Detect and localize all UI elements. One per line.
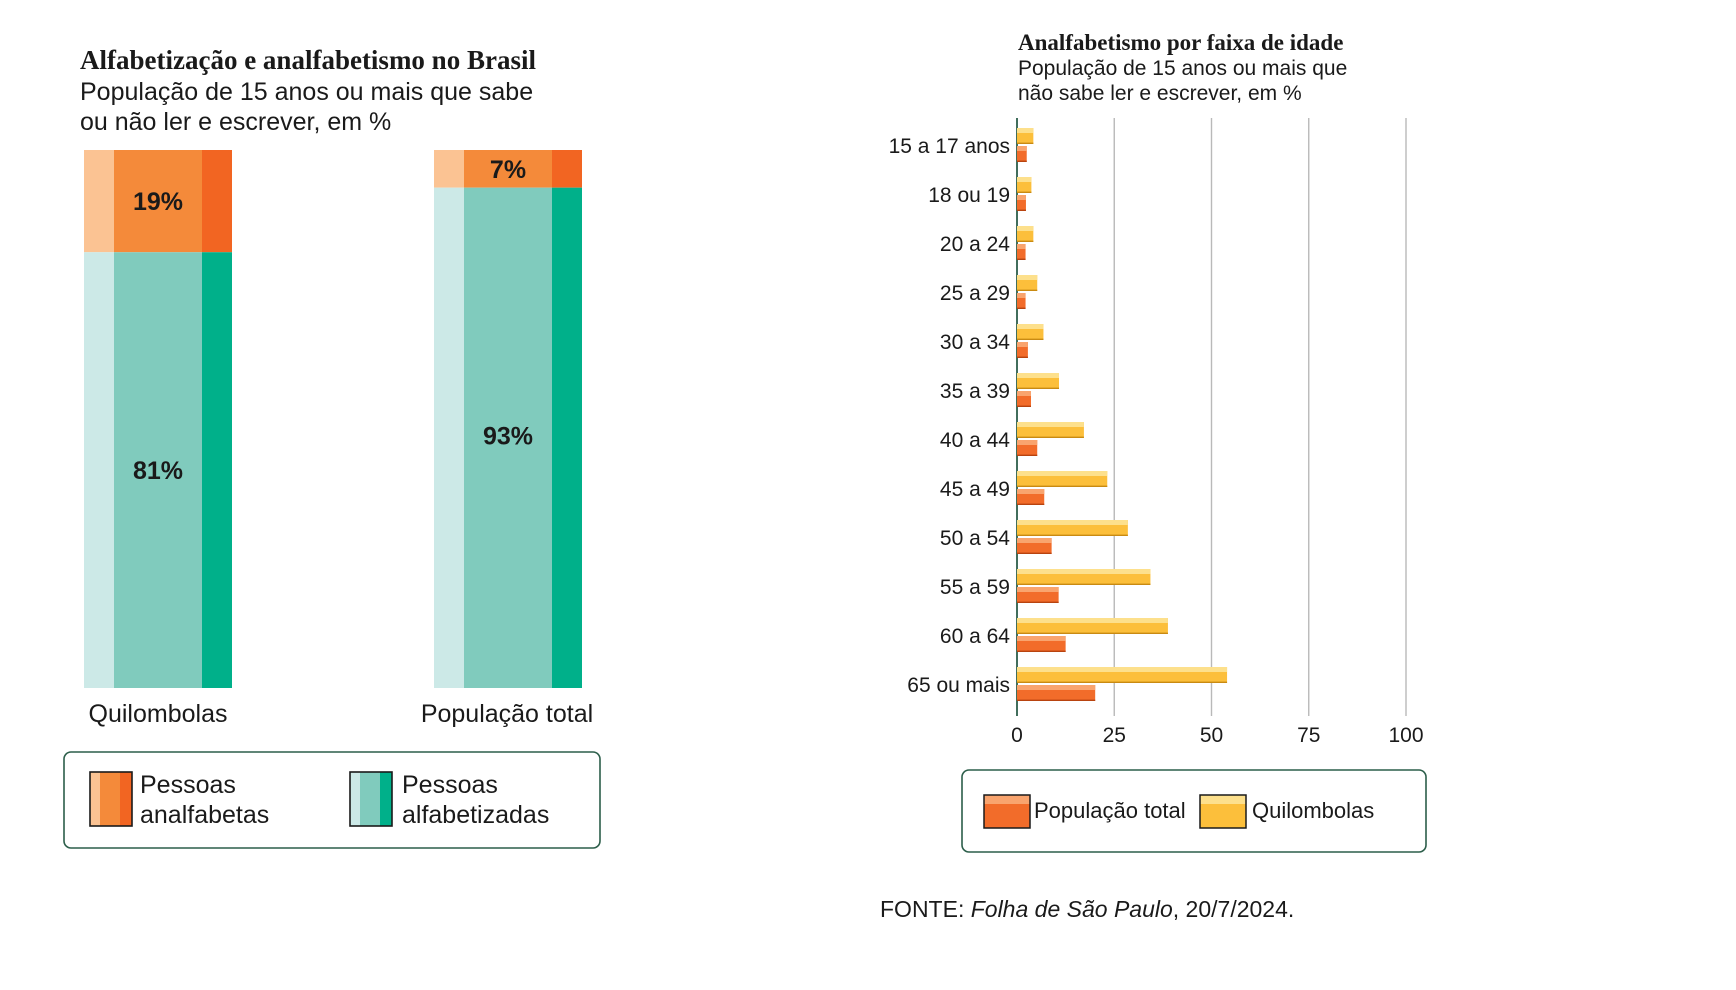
left-chart-title: Alfabetização e analfabetismo no Brasil (80, 45, 536, 75)
bar-analfabetas-populacao-total (464, 150, 552, 188)
data-label-alfabetizadas-populacao-total: 93% (483, 422, 533, 450)
left-stacked-bars: 19% 81% 7% 93% (84, 150, 582, 688)
horizontal-bar-chart: 0 25 50 75 100 15 a 17 anos 18 ou 19 20 a 24 25 … (889, 118, 1424, 747)
bar-populacao-total-20-a-24 (1017, 244, 1026, 260)
right-chart-subtitle-2: não sabe ler e escrever, em % (1018, 82, 1302, 105)
data-label-analfabetas-populacao-total: 7% (490, 156, 526, 184)
bar-populacao-total-20-a-24-highlight (1017, 244, 1026, 249)
legend-label-alfabetizadas-2: alfabetizadas (402, 801, 549, 829)
bar-quilombolas-65-ou-mais-highlight (1017, 667, 1228, 672)
bar-quilombolas-15-a-17-anos-highlight (1017, 128, 1034, 133)
category-label-25-a-29: 25 a 29 (940, 282, 1010, 305)
bar-analfabetas-quilombolas (114, 150, 202, 253)
x-tick-label-25: 25 (1103, 724, 1126, 747)
left-legend-box (63, 751, 601, 849)
bar-populacao-total-60-a-64-highlight (1017, 636, 1066, 641)
bar-populacao-total-65-ou-mais-highlight (1017, 685, 1096, 690)
x-tick-label-50: 50 (1200, 724, 1223, 747)
bar-populacao-total-30-a-34 (1017, 342, 1028, 358)
bar-populacao-total-50-a-54-highlight (1017, 538, 1052, 543)
bar-populacao-total-35-a-39-highlight (1017, 391, 1032, 396)
bar-quilombolas-30-a-34-highlight (1017, 324, 1044, 329)
bar-quilombolas-60-a-64-highlight (1017, 618, 1168, 623)
bar-populacao-total-15-a-17-anos-highlight (1017, 146, 1027, 151)
legend-swatch-quilombolas-icon (1199, 794, 1247, 829)
x-tick-label-100: 100 (1388, 724, 1423, 747)
bar-analfabetas-quilombolas-dark (202, 150, 232, 253)
bar-analfabetas-populacao-total-light (434, 150, 464, 188)
bar-quilombolas-55-a-59-highlight (1017, 569, 1151, 574)
legend-label-analfabetas-2: analfabetas (140, 801, 269, 829)
legend-swatch-analfabetas-icon (89, 771, 133, 827)
legend-swatch-alfabetizadas-icon (349, 771, 393, 827)
category-label-15-a-17-anos: 15 a 17 anos (889, 135, 1010, 158)
bar-populacao-total-15-a-17-anos (1017, 146, 1027, 162)
bar-alfabetizadas-quilombolas-dark (202, 252, 232, 688)
bar-populacao-total-30-a-34-highlight (1017, 342, 1028, 347)
data-label-alfabetizadas-quilombolas: 81% (133, 457, 183, 485)
source-note: FONTE: Folha de São Paulo, 20/7/2024. (880, 896, 1294, 923)
x-tick-label-0: 0 (1011, 724, 1023, 747)
bar-quilombolas-40-a-44-highlight (1017, 422, 1084, 427)
category-label-60-a-64: 60 a 64 (940, 625, 1010, 648)
category-label-45-a-49: 45 a 49 (940, 478, 1010, 501)
source-date: , 20/7/2024. (1172, 896, 1295, 922)
category-label-populacao-total: População total (421, 700, 593, 728)
bar-quilombolas-35-a-39-highlight (1017, 373, 1060, 378)
legend-label-quilombolas: Quilombolas (1252, 798, 1374, 823)
category-label-35-a-39: 35 a 39 (940, 380, 1010, 403)
left-chart-subtitle-2: ou não ler e escrever, em % (80, 108, 391, 136)
bar-populacao-total-18-ou-19-highlight (1017, 195, 1026, 200)
bar-quilombolas-18-ou-19-highlight (1017, 177, 1032, 182)
legend-swatch-populacao-total-icon (983, 794, 1031, 829)
bar-analfabetas-populacao-total-dark (552, 150, 582, 188)
bar-populacao-total-18-ou-19 (1017, 195, 1026, 211)
source-prefix: FONTE: (880, 896, 971, 922)
bar-alfabetizadas-populacao-total-light (434, 187, 464, 688)
bar-alfabetizadas-populacao-total-dark (552, 187, 582, 688)
category-label-30-a-34: 30 a 34 (940, 331, 1010, 354)
bar-alfabetizadas-quilombolas-light (84, 252, 114, 688)
bar-populacao-total-45-a-49-highlight (1017, 489, 1045, 494)
category-label-quilombolas: Quilombolas (89, 700, 228, 728)
bar-quilombolas-45-a-49-highlight (1017, 471, 1108, 476)
bar-populacao-total-40-a-44-highlight (1017, 440, 1038, 445)
bar-quilombolas-50-a-54-highlight (1017, 520, 1128, 525)
category-label-20-a-24: 20 a 24 (940, 233, 1010, 256)
bar-populacao-total-25-a-29 (1017, 293, 1026, 309)
bar-alfabetizadas-quilombolas (114, 252, 202, 688)
bar-quilombolas-25-a-29-highlight (1017, 275, 1038, 280)
right-chart-subtitle-1: População de 15 anos ou mais que (1018, 57, 1347, 80)
category-label-50-a-54: 50 a 54 (940, 527, 1010, 550)
category-label-55-a-59: 55 a 59 (940, 576, 1010, 599)
bar-alfabetizadas-populacao-total (464, 187, 552, 688)
right-legend-box (961, 769, 1427, 853)
category-label-40-a-44: 40 a 44 (940, 429, 1010, 452)
left-chart-subtitle-1: População de 15 anos ou mais que sabe (80, 78, 533, 106)
category-label-65-ou-mais: 65 ou mais (907, 674, 1010, 697)
bar-populacao-total-55-a-59-highlight (1017, 587, 1059, 592)
right-chart-title: Analfabetismo por faixa de idade (1018, 30, 1343, 55)
bar-populacao-total-25-a-29-highlight (1017, 293, 1026, 298)
legend-label-analfabetas-1: Pessoas (140, 771, 236, 799)
legend-label-populacao-total: População total (1034, 798, 1186, 823)
bar-quilombolas-20-a-24-highlight (1017, 226, 1034, 231)
legend-label-alfabetizadas-1: Pessoas (402, 771, 498, 799)
x-tick-label-75: 75 (1297, 724, 1320, 747)
source-publication: Folha de São Paulo (970, 896, 1173, 922)
data-label-analfabetas-quilombolas: 19% (133, 188, 183, 216)
category-label-18-ou-19: 18 ou 19 (928, 184, 1010, 207)
bar-analfabetas-quilombolas-light (84, 150, 114, 253)
